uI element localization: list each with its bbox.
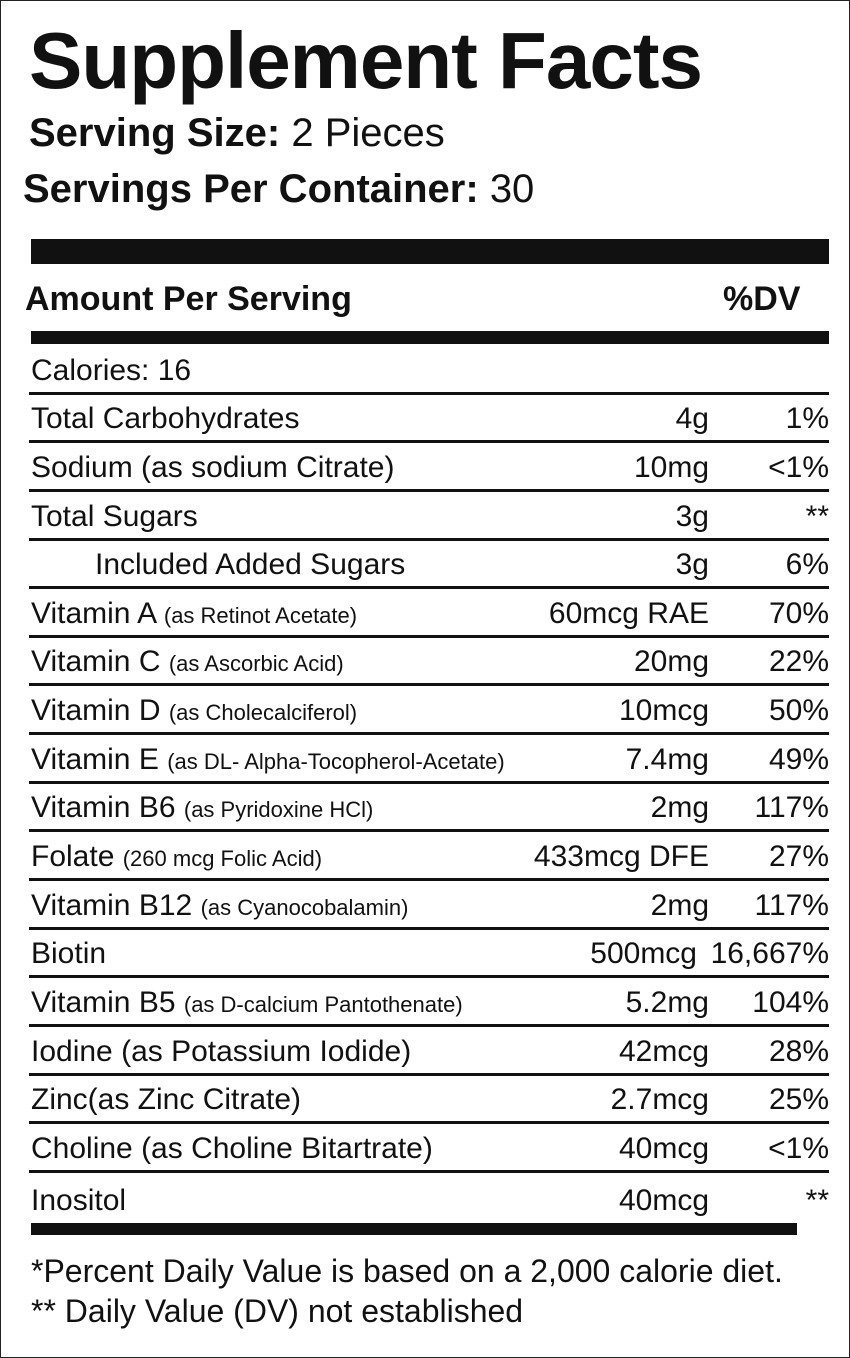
nutrient-name: Iodine (as Potassium Iodide)	[31, 1034, 412, 1068]
nutrient-name: Inositol	[31, 1183, 127, 1217]
nutrient-name: Vitamin C (as Ascorbic Acid)	[31, 645, 344, 679]
nutrient-name: Included Added Sugars	[95, 548, 406, 582]
nutrient-dv: 28%	[768, 1034, 829, 1068]
nutrient-dv: 25%	[768, 1083, 829, 1117]
servings-per-container-value: 30	[489, 167, 535, 211]
nutrient-row: Vitamin E (as DL- Alpha-Tocopherol-Aceta…	[29, 735, 829, 784]
nutrient-amount: 2mg	[650, 791, 709, 825]
nutrient-dv: 27%	[768, 840, 829, 874]
nutrient-amount: 2mg	[650, 888, 709, 922]
nutrient-row: Choline (as Choline Bitartrate) 40mcg <1…	[29, 1124, 829, 1173]
nutrient-name: Sodium (as sodium Citrate)	[31, 450, 395, 484]
nutrient-amount: 3g	[675, 548, 709, 582]
nutrient-amount: 40mcg	[618, 1131, 709, 1165]
nutrient-name: Vitamin B12 (as Cyanocobalamin)	[31, 888, 409, 922]
nutrient-amount: 2.7mcg	[610, 1083, 709, 1117]
medium-divider	[31, 331, 829, 344]
nutrient-name: Biotin	[31, 937, 107, 971]
nutrient-name: Vitamin A (as Retinot Acetate)	[31, 596, 358, 630]
nutrient-dv: 49%	[768, 742, 829, 776]
footnote-percent-dv: *Percent Daily Value is based on a 2,000…	[31, 1253, 783, 1289]
calories-label: Calories: 16	[31, 353, 192, 387]
nutrient-amount: 7.4mg	[625, 742, 709, 776]
nutrient-table: Calories: 16 Total Carbohydrates 4g 1% S…	[29, 346, 829, 1222]
nutrient-amount: 20mg	[633, 645, 709, 679]
nutrient-row: Folate (260 mcg Folic Acid) 433mcg DFE 2…	[29, 832, 829, 882]
nutrient-row: Vitamin B6 (as Pyridoxine HCl) 2mg 117%	[29, 784, 829, 833]
nutrient-amount: 10mcg	[618, 694, 709, 728]
nutrient-row: Zinc(as Zinc Citrate) 2.7mcg 25%	[29, 1076, 829, 1125]
nutrient-amount: 4g	[675, 402, 709, 436]
nutrient-amount: 5.2mg	[625, 985, 709, 1019]
nutrient-row: Included Added Sugars 3g 6%	[29, 541, 829, 590]
nutrient-amount: 42mcg	[618, 1034, 709, 1068]
nutrient-row: Vitamin B5 (as D-calcium Pantothenate) 5…	[29, 978, 829, 1027]
nutrient-dv: 50%	[768, 694, 829, 728]
nutrient-amount: 40mcg	[618, 1183, 709, 1217]
nutrient-amount: 3g	[675, 499, 709, 533]
nutrient-dv: <1%	[768, 450, 829, 484]
nutrient-row: Vitamin A (as Retinot Acetate) 60mcg RAE…	[29, 589, 829, 638]
bottom-divider	[31, 1223, 797, 1235]
nutrient-dv: 1%	[785, 402, 829, 436]
calories-row: Calories: 16	[29, 346, 829, 395]
nutrient-amount: 433mcg DFE	[533, 840, 709, 874]
nutrient-dv: **	[805, 1183, 829, 1217]
nutrient-name: Folate (260 mcg Folic Acid)	[31, 840, 323, 874]
nutrient-dv: 104%	[752, 985, 829, 1019]
servings-per-container-label: Servings Per Container:	[23, 167, 479, 211]
nutrient-dv: **	[805, 499, 829, 533]
nutrient-dv: <1%	[768, 1131, 829, 1165]
nutrient-dv: 117%	[754, 888, 829, 922]
nutrient-name: Vitamin D (as Cholecalciferol)	[31, 694, 358, 728]
nutrient-name: Total Carbohydrates	[31, 402, 300, 436]
nutrient-name: Vitamin B5 (as D-calcium Pantothenate)	[31, 985, 463, 1019]
serving-size: Serving Size: 2 Pieces	[29, 109, 445, 157]
serving-size-value: 2 Pieces	[291, 111, 445, 155]
nutrient-dv: 117%	[754, 791, 829, 825]
nutrient-row: Iodine (as Potassium Iodide) 42mcg 28%	[29, 1027, 829, 1076]
nutrient-row: Vitamin D (as Cholecalciferol) 10mcg 50%	[29, 686, 829, 736]
serving-size-label: Serving Size:	[29, 111, 281, 155]
amount-per-serving-header: Amount Per Serving	[25, 280, 352, 318]
nutrient-name: Total Sugars	[31, 499, 198, 533]
nutrient-dv: 22%	[768, 645, 829, 679]
panel-title: Supplement Facts	[29, 16, 703, 105]
dv-header: %DV	[723, 280, 801, 318]
nutrient-row: Vitamin B12 (as Cyanocobalamin) 2mg 117%	[29, 881, 829, 930]
nutrient-name: Vitamin E (as DL- Alpha-Tocopherol-Aceta…	[31, 742, 505, 776]
nutrient-row: Biotin 500mcg 16,667%	[29, 930, 829, 979]
nutrient-dv: 70%	[768, 596, 829, 630]
nutrient-amount: 10mg	[633, 450, 709, 484]
nutrient-row: Vitamin C (as Ascorbic Acid) 20mg 22%	[29, 638, 829, 687]
nutrient-dv: 16,667%	[710, 937, 829, 971]
nutrient-row: Sodium (as sodium Citrate) 10mg <1%	[29, 443, 829, 492]
nutrient-row: Total Sugars 3g **	[29, 492, 829, 541]
nutrient-amount: 500mcg	[590, 937, 697, 971]
nutrient-name: Zinc(as Zinc Citrate)	[31, 1083, 302, 1117]
nutrient-row: Total Carbohydrates 4g 1%	[29, 395, 829, 444]
nutrient-amount: 60mcg RAE	[548, 596, 709, 630]
nutrient-row: Inositol 40mcg **	[29, 1173, 829, 1222]
nutrient-name: Vitamin B6 (as Pyridoxine HCl)	[31, 791, 374, 825]
footnote-dv-not-established: ** Daily Value (DV) not established	[31, 1293, 524, 1329]
servings-per-container: Servings Per Container: 30	[23, 165, 534, 213]
nutrient-name: Choline (as Choline Bitartrate)	[31, 1131, 433, 1165]
nutrient-dv: 6%	[785, 548, 829, 582]
thick-divider	[31, 239, 829, 264]
